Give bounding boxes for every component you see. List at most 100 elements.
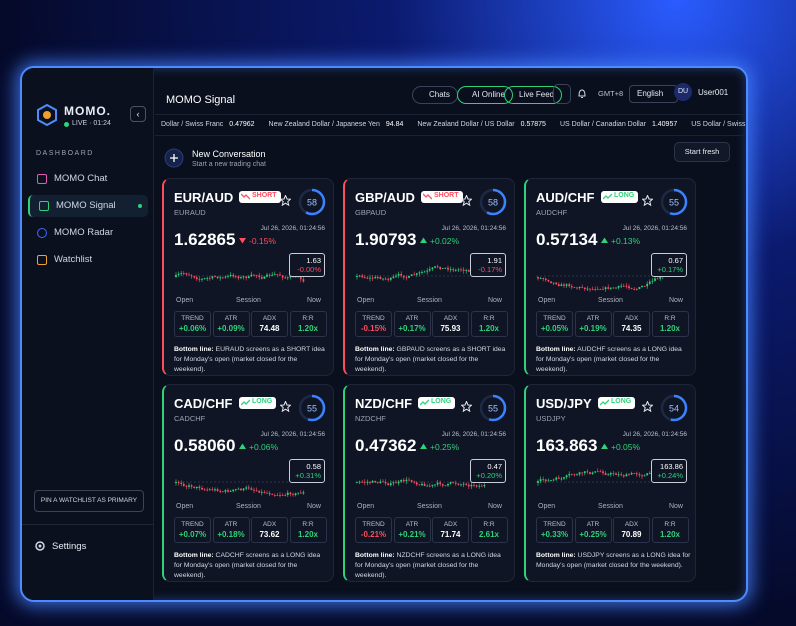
candle-body bbox=[284, 495, 287, 496]
badge-icon bbox=[420, 399, 429, 406]
badge-icon bbox=[241, 399, 250, 406]
metric: TREND +0.07% bbox=[174, 517, 211, 543]
bottom-line: Bottom line: AUDCHF screens as a LONG id… bbox=[536, 345, 691, 375]
settings-link[interactable]: Settings bbox=[52, 541, 87, 552]
price-chart bbox=[174, 479, 326, 498]
signal-card[interactable]: AUD/CHF LONG AUDCHF 55 Jul 26, 2026, 01:24:5… bbox=[524, 178, 696, 376]
candle-body bbox=[633, 473, 636, 474]
chats-button[interactable]: Chats bbox=[412, 86, 458, 104]
direction-badge: LONG bbox=[418, 397, 456, 409]
candle-body bbox=[428, 269, 431, 271]
star-icon[interactable] bbox=[280, 401, 291, 412]
nav-icon bbox=[39, 201, 49, 211]
pin-button[interactable]: PIN A WATCHLIST AS PRIMARY bbox=[34, 490, 144, 512]
bell-icon[interactable] bbox=[577, 88, 587, 99]
candle-body bbox=[358, 481, 361, 483]
candle-body bbox=[193, 276, 196, 278]
candle-body bbox=[234, 276, 237, 278]
symbol: EURAUD bbox=[174, 208, 206, 217]
star-icon[interactable] bbox=[642, 195, 653, 206]
candle-body bbox=[397, 273, 400, 276]
signal-card[interactable]: NZD/CHF LONG NZDCHF 55 Jul 26, 2026, 01:24:5… bbox=[343, 384, 515, 582]
language-select[interactable]: English bbox=[629, 85, 679, 103]
price-chart bbox=[536, 272, 688, 292]
candle-body bbox=[586, 288, 589, 290]
price-change: +0.02% bbox=[420, 236, 459, 246]
sidebar: MOMO. LIVE · 01:24 ‹ DASHBOARD PIN A WAT… bbox=[22, 68, 154, 600]
metric: ADX 74.35 bbox=[613, 311, 650, 337]
badge-icon-path bbox=[423, 193, 432, 200]
candle-body bbox=[452, 269, 455, 271]
score-text: 55 bbox=[669, 198, 679, 208]
logo bbox=[37, 104, 57, 126]
candle-body bbox=[198, 486, 201, 488]
ticker-price: 0.57875 bbox=[520, 121, 546, 128]
metric-label: R:R bbox=[302, 521, 314, 528]
star-icon[interactable] bbox=[461, 195, 472, 206]
candle-body bbox=[447, 483, 449, 486]
candle-body bbox=[638, 287, 641, 289]
ring-value bbox=[479, 188, 507, 216]
price-chart bbox=[355, 476, 507, 490]
candle-body bbox=[221, 491, 224, 493]
metric-label: R:R bbox=[483, 315, 495, 322]
candle-body bbox=[374, 277, 377, 279]
candle-body bbox=[418, 484, 421, 486]
metric-value: 71.74 bbox=[440, 530, 461, 539]
start-fresh-button[interactable]: Start fresh bbox=[674, 142, 730, 162]
candle-body bbox=[604, 287, 607, 289]
metric-value: 1.20x bbox=[297, 530, 319, 539]
new-chat-icon[interactable] bbox=[164, 148, 184, 168]
candle-body bbox=[651, 280, 654, 282]
candle-body bbox=[397, 481, 400, 484]
signal-card[interactable]: EUR/AUD SHORT EURAUD 58 Jul 26, 2026, 01:24:… bbox=[162, 178, 334, 376]
arrow-shape bbox=[601, 443, 608, 449]
star-shape bbox=[642, 401, 653, 412]
ring-value bbox=[479, 394, 507, 422]
candle-body bbox=[193, 486, 196, 488]
candle-body bbox=[190, 275, 193, 277]
metric-label: ATR bbox=[224, 315, 238, 322]
signal-card[interactable]: GBP/AUD SHORT GBPAUD 58 Jul 26, 2026, 01:24:… bbox=[343, 178, 515, 376]
badge-icon bbox=[241, 193, 250, 200]
bottom-label: Bottom line: bbox=[536, 346, 576, 353]
ticker-name: New Zealand Dollar / US Dollar bbox=[417, 121, 515, 128]
candle-body bbox=[276, 495, 279, 496]
candle-body bbox=[371, 480, 374, 483]
candle-body bbox=[400, 273, 403, 276]
score-ring: 55 bbox=[660, 188, 688, 216]
nav-item[interactable]: MOMO Radar bbox=[28, 222, 148, 244]
timestamp: Jul 26, 2026, 01:24:56 bbox=[260, 431, 325, 438]
candle-body bbox=[591, 289, 594, 290]
nav-item[interactable]: MOMO Signal bbox=[28, 195, 148, 217]
candle-body bbox=[565, 284, 568, 286]
signal-card[interactable]: CAD/CHF LONG CADCHF 55 Jul 26, 2026, 01:24:5… bbox=[162, 384, 334, 582]
price: 0.47362 bbox=[355, 436, 417, 455]
star-icon[interactable] bbox=[461, 401, 472, 412]
candle-body bbox=[279, 495, 281, 496]
candle-body bbox=[447, 267, 449, 270]
star-icon[interactable] bbox=[280, 195, 291, 206]
price-chart bbox=[355, 264, 507, 283]
collapse-button[interactable]: ‹ bbox=[130, 106, 146, 122]
nav-item[interactable]: Watchlist bbox=[28, 249, 148, 271]
star-icon[interactable] bbox=[642, 401, 653, 412]
timestamp: Jul 26, 2026, 01:24:56 bbox=[260, 225, 325, 232]
chart-label: 1.63 -0.00% bbox=[289, 253, 325, 277]
username[interactable]: User001 bbox=[698, 88, 729, 97]
nav-item[interactable]: MOMO Chat bbox=[28, 168, 148, 190]
ring-value bbox=[660, 394, 688, 422]
candle-body bbox=[260, 491, 263, 493]
candle-body bbox=[203, 489, 206, 491]
candle-body bbox=[392, 276, 395, 278]
candle-body bbox=[369, 277, 371, 279]
conversation-title: New Conversation bbox=[192, 149, 266, 159]
feed-button[interactable]: Live Feed bbox=[504, 86, 563, 104]
theme-toggle[interactable] bbox=[553, 84, 571, 104]
metric: ADX 73.62 bbox=[251, 517, 288, 543]
candle-body bbox=[185, 485, 188, 487]
bottom-line: Bottom line: CADCHF screens as a LONG id… bbox=[174, 551, 329, 581]
bottom-label: Bottom line: bbox=[355, 552, 395, 559]
signal-card[interactable]: USD/JPY LONG USDJPY 54 Jul 26, 2026, 01:24:5… bbox=[524, 384, 696, 582]
candle-body bbox=[449, 482, 452, 484]
